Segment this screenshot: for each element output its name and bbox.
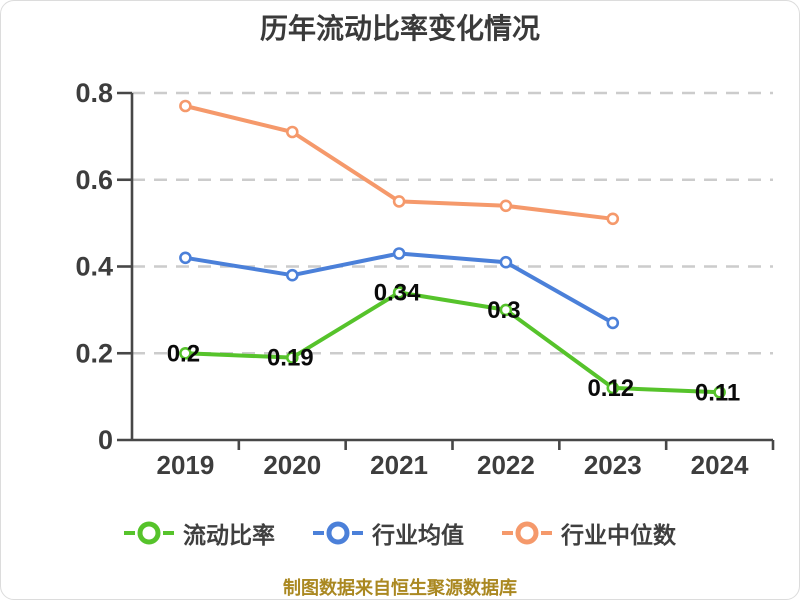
data-source-caption: 制图数据来自恒生聚源数据库 xyxy=(283,578,517,598)
legend-label-industry-avg: 行业均值 xyxy=(372,522,464,548)
point-labels: 0.2 0.19 0.34 0.3 0.12 0.11 xyxy=(167,280,741,407)
svg-text:2023: 2023 xyxy=(584,450,642,480)
svg-text:0: 0 xyxy=(98,425,113,455)
series-行业中位数 xyxy=(179,99,620,226)
axes xyxy=(117,91,775,450)
svg-text:0.2: 0.2 xyxy=(167,340,200,367)
chart-legend: 流动比率 行业均值 行业中位数 xyxy=(1,516,799,550)
svg-text:0.3: 0.3 xyxy=(487,297,520,324)
svg-text:0.11: 0.11 xyxy=(695,379,740,406)
svg-text:2020: 2020 xyxy=(263,450,321,480)
series-流动比率 xyxy=(179,286,726,399)
legend-marker-industry-median-icon xyxy=(502,521,552,545)
svg-text:2022: 2022 xyxy=(477,450,535,480)
svg-text:0.8: 0.8 xyxy=(75,78,113,108)
legend-label-industry-median: 行业中位数 xyxy=(561,522,676,548)
svg-text:2019: 2019 xyxy=(156,450,214,480)
legend-item-current-ratio: 流动比率 xyxy=(124,516,275,550)
series-行业均值 xyxy=(179,247,620,330)
svg-text:2024: 2024 xyxy=(691,450,749,480)
svg-text:0.34: 0.34 xyxy=(374,280,421,307)
svg-text:0.12: 0.12 xyxy=(587,375,634,402)
legend-label-current-ratio: 流动比率 xyxy=(183,522,275,548)
svg-text:2021: 2021 xyxy=(370,450,428,480)
gridlines xyxy=(132,91,773,355)
legend-item-industry-median: 行业中位数 xyxy=(502,516,676,550)
x-axis-labels: 2019 2020 2021 2022 2023 2024 xyxy=(156,450,749,480)
legend-item-industry-avg: 行业均值 xyxy=(313,516,464,550)
legend-marker-current-ratio-icon xyxy=(124,521,174,545)
chart-title: 历年流动比率变化情况 xyxy=(259,13,540,44)
svg-text:0.4: 0.4 xyxy=(75,252,113,282)
y-axis-labels: 0 0.2 0.4 0.6 0.8 xyxy=(75,78,113,455)
svg-text:0.2: 0.2 xyxy=(75,338,113,368)
legend-marker-industry-avg-icon xyxy=(313,521,363,545)
svg-text:0.6: 0.6 xyxy=(75,165,113,195)
svg-text:0.19: 0.19 xyxy=(267,345,314,372)
